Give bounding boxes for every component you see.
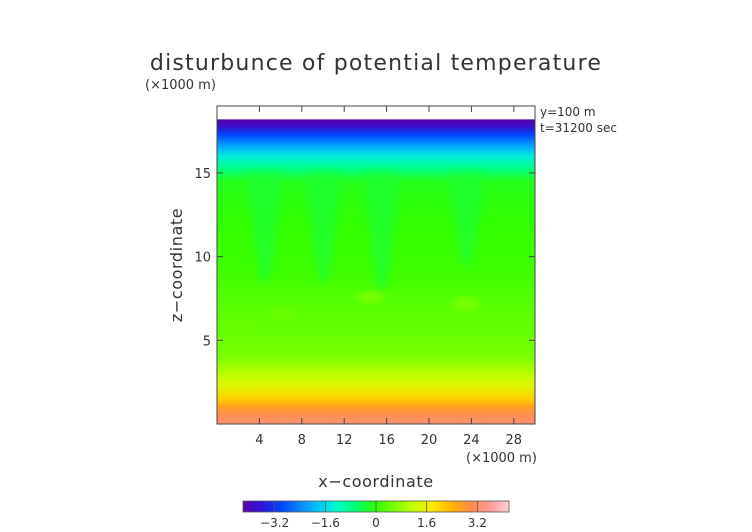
x-tick-label-8: 8 [298, 433, 306, 448]
x-tick-label-4: 4 [255, 433, 263, 448]
warm-spot-1 [452, 297, 481, 310]
x-axis-label: x−coordinate [318, 472, 433, 491]
warm-spot-3 [224, 320, 253, 333]
colorbar: −3.2 −1.6 0 1.6 3.2 [242, 500, 510, 530]
x-tick-label-16: 16 [378, 433, 395, 448]
y-tick-label-10: 10 [194, 251, 211, 266]
plot-area [217, 106, 535, 424]
colorbar-tick-label-3: 1.6 [417, 516, 436, 530]
plot-frame [216, 105, 536, 425]
plume-2 [364, 172, 399, 291]
colorbar-tick-label-2: 0 [372, 516, 380, 530]
x-tick-label-24: 24 [463, 433, 480, 448]
annotation-y: y=100 m [540, 105, 596, 119]
colorbar-tick-label-1: −1.6 [311, 516, 340, 530]
x-scale-note: (×1000 m) [466, 451, 537, 466]
warm-spot-2 [266, 307, 295, 320]
plume-1 [306, 172, 340, 282]
annotation-t: t=31200 sec [540, 121, 617, 135]
x-tick-label-12: 12 [336, 433, 353, 448]
field-features [224, 172, 484, 333]
z-scale-note: (×1000 m) [145, 78, 216, 93]
y-tick-label-5: 5 [203, 334, 211, 349]
y-axis-label: z−coordinate [167, 208, 186, 322]
chart-title: disturbunce of potential temperature [150, 51, 602, 76]
plume-0 [247, 172, 282, 282]
y-tick-label-15: 15 [194, 167, 211, 182]
x-tick-label-28: 28 [506, 433, 523, 448]
colorbar-ticks: −3.2 −1.6 0 1.6 3.2 [260, 501, 487, 530]
y-axis: 5 10 15 [194, 167, 535, 349]
x-axis: 4 8 12 16 20 24 28 [255, 106, 522, 448]
x-tick-label-20: 20 [421, 433, 438, 448]
colorbar-tick-label-0: −3.2 [260, 516, 289, 530]
colorbar-tick-label-4: 3.2 [468, 516, 487, 530]
warm-spot-0 [356, 290, 385, 303]
plume-3 [449, 172, 484, 265]
